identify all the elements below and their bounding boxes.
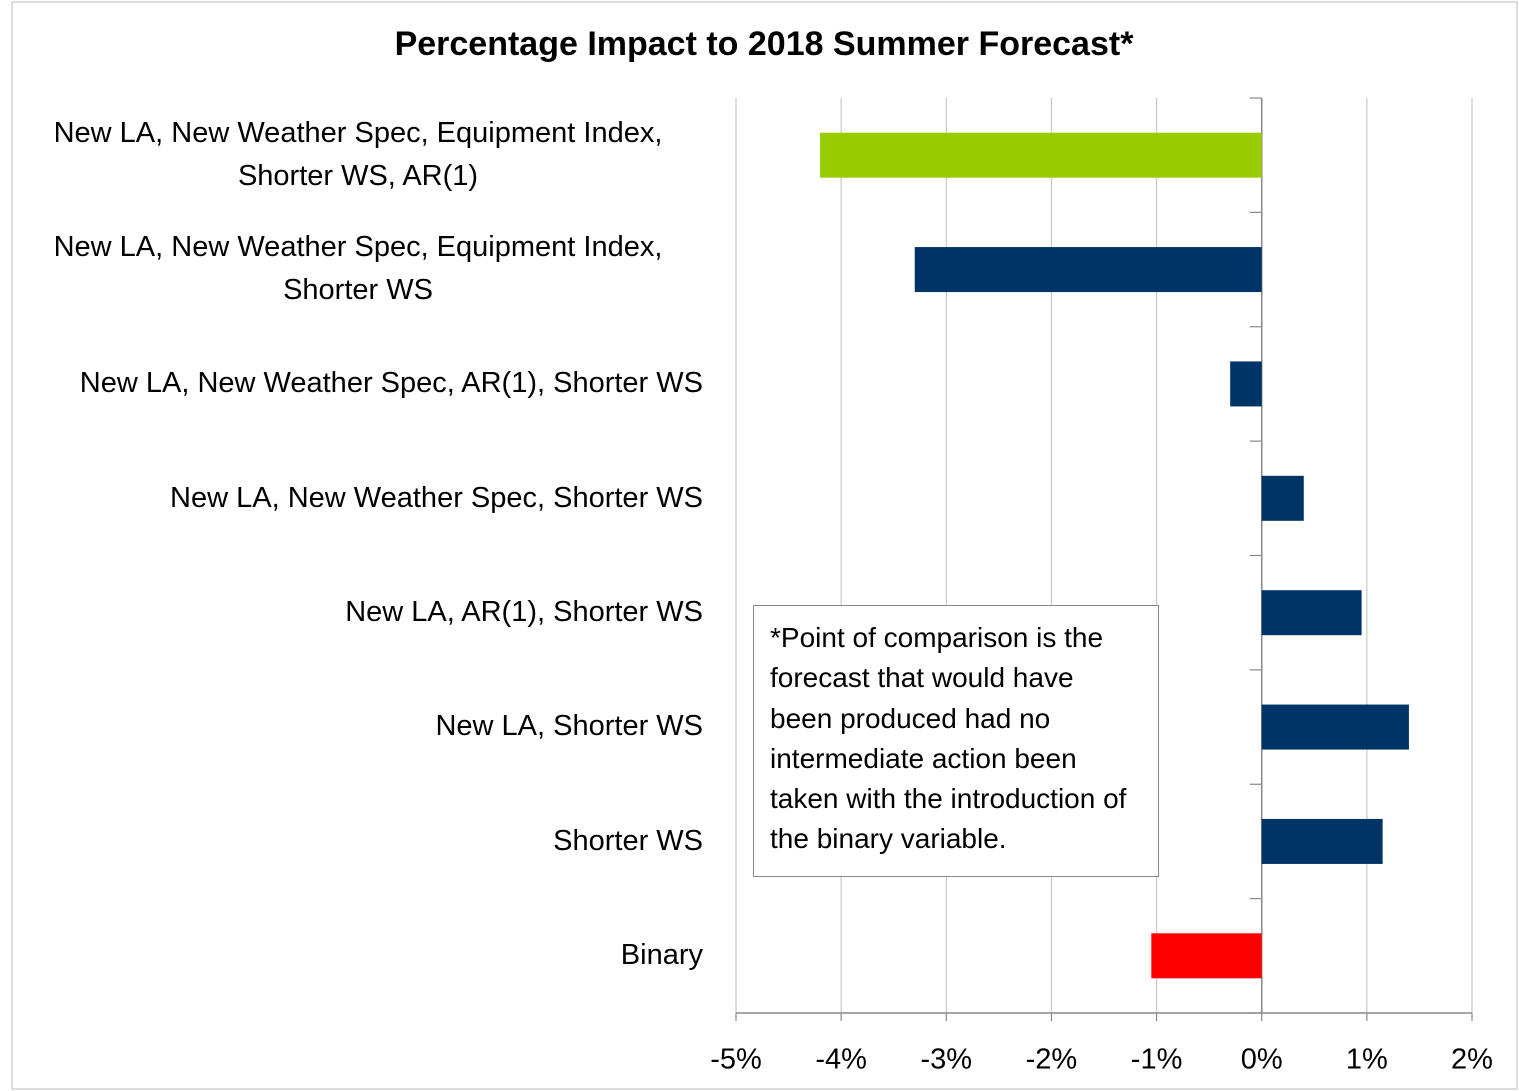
y-tick-label: New LA, New Weather Spec, Equipment Inde… xyxy=(53,117,663,192)
y-tick-label: New LA, AR(1), Shorter WS xyxy=(345,596,703,628)
y-tick-label: New LA, New Weather Spec, Equipment Inde… xyxy=(53,231,663,307)
chart-frame xyxy=(11,1,1518,1090)
chart-title: Percentage Impact to 2018 Summer Forecas… xyxy=(395,25,1135,63)
y-tick-label-box: Shorter WS xyxy=(13,784,703,898)
x-tick-label: -5% xyxy=(710,1044,762,1076)
x-tick-label: -3% xyxy=(920,1044,972,1076)
bar xyxy=(820,132,1262,178)
y-tick-label-box: Binary xyxy=(13,899,703,1013)
x-tick-label: -4% xyxy=(815,1044,867,1076)
y-tick-label-box: New LA, Shorter WS xyxy=(13,670,703,784)
bar xyxy=(914,247,1262,293)
bar xyxy=(1261,590,1362,636)
y-tick-label: Shorter WS xyxy=(553,824,703,857)
annotation: *Point of comparison is the forecast tha… xyxy=(753,605,1159,877)
x-tick-label: 0% xyxy=(1241,1044,1283,1076)
y-tick-label: New LA, Shorter WS xyxy=(435,710,703,743)
y-tick-label: New LA, New Weather Spec, AR(1), Shorter… xyxy=(79,367,703,400)
y-tick-label-box: New LA, AR(1), Shorter WS xyxy=(13,556,703,670)
bar xyxy=(1230,361,1262,407)
bar xyxy=(1261,704,1409,750)
y-tick-label-box: New LA, New Weather Spec, Shorter WS xyxy=(13,441,703,555)
bar xyxy=(1151,933,1262,979)
x-tick-label: -2% xyxy=(1026,1044,1078,1076)
y-tick-label: Binary xyxy=(620,939,703,972)
x-tick-label: 1% xyxy=(1346,1044,1388,1076)
y-tick-label-box: New LA, New Weather Spec, Equipment Inde… xyxy=(13,98,703,212)
x-tick-label: 2% xyxy=(1451,1044,1493,1076)
bar xyxy=(1261,818,1383,864)
y-tick-label-box: New LA, New Weather Spec, Equipment Inde… xyxy=(13,212,703,326)
x-tick-label: -1% xyxy=(1131,1044,1183,1076)
y-tick-label: New LA, New Weather Spec, Shorter WS xyxy=(170,481,703,514)
bar xyxy=(1261,475,1304,521)
y-tick-label-box: New LA, New Weather Spec, AR(1), Shorter… xyxy=(13,327,703,441)
